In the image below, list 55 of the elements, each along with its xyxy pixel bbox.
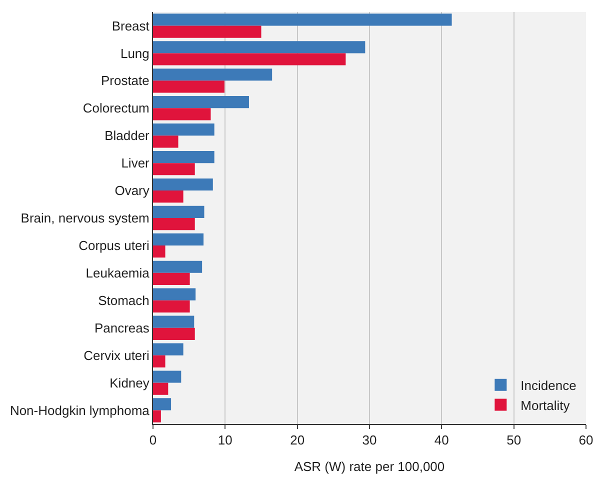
bar xyxy=(153,382,168,395)
y-tick-label: Colorectum xyxy=(82,100,150,116)
bar xyxy=(153,124,214,136)
x-tick-label: 20 xyxy=(290,432,305,448)
bar xyxy=(153,328,195,340)
bar xyxy=(153,316,194,328)
x-tick-label: 60 xyxy=(578,432,594,448)
bar xyxy=(153,245,166,258)
bar xyxy=(153,190,184,203)
bar xyxy=(153,136,178,148)
bar xyxy=(153,53,346,66)
bar xyxy=(153,80,224,93)
bar xyxy=(153,343,184,356)
y-tick-label: Bladder xyxy=(104,128,150,144)
y-tick-label: Non-Hodgkin lymphoma xyxy=(10,402,150,418)
y-tick-label: Liver xyxy=(121,156,150,171)
bar xyxy=(153,206,204,218)
x-tick-label: 40 xyxy=(434,432,449,448)
bar xyxy=(153,300,190,312)
y-tick-label: Pancreas xyxy=(94,320,150,336)
x-tick-label: 10 xyxy=(218,432,232,448)
y-tick-label: Stomach xyxy=(98,292,150,308)
x-tick-label: 0 xyxy=(149,432,157,448)
bar xyxy=(153,233,204,246)
y-tick-label: Lung xyxy=(120,46,150,61)
bar xyxy=(153,96,249,108)
bar xyxy=(153,108,211,120)
bar xyxy=(153,150,214,164)
y-tick-label: Breast xyxy=(112,18,150,34)
y-tick-label: Kidney xyxy=(110,375,150,390)
x-tick-label: 50 xyxy=(506,432,522,448)
bar xyxy=(153,218,195,230)
legend-label: Incidence xyxy=(520,378,576,393)
bar xyxy=(153,178,213,191)
bar xyxy=(153,288,196,300)
bar xyxy=(153,163,195,176)
bar xyxy=(153,26,262,38)
bar xyxy=(153,398,172,410)
bar xyxy=(153,260,202,273)
bar xyxy=(153,370,182,383)
y-tick-label: Cervix uteri xyxy=(84,348,150,363)
bar xyxy=(153,41,366,54)
bar xyxy=(153,410,161,422)
y-tick-label: Prostate xyxy=(100,73,150,88)
bar xyxy=(153,68,272,81)
x-axis-title: ASR (W) rate per 100,000 xyxy=(294,459,445,474)
y-tick-label: Brain, nervous system xyxy=(20,210,150,226)
bar xyxy=(153,14,452,26)
legend-label: Mortality xyxy=(520,398,570,413)
y-tick-label: Corpus uteri xyxy=(78,238,150,254)
bar xyxy=(153,355,166,368)
y-tick-label: Leukaemia xyxy=(86,265,150,280)
x-tick-label: 30 xyxy=(362,432,377,448)
y-tick-label: Ovary xyxy=(114,183,150,198)
bar xyxy=(153,272,190,286)
